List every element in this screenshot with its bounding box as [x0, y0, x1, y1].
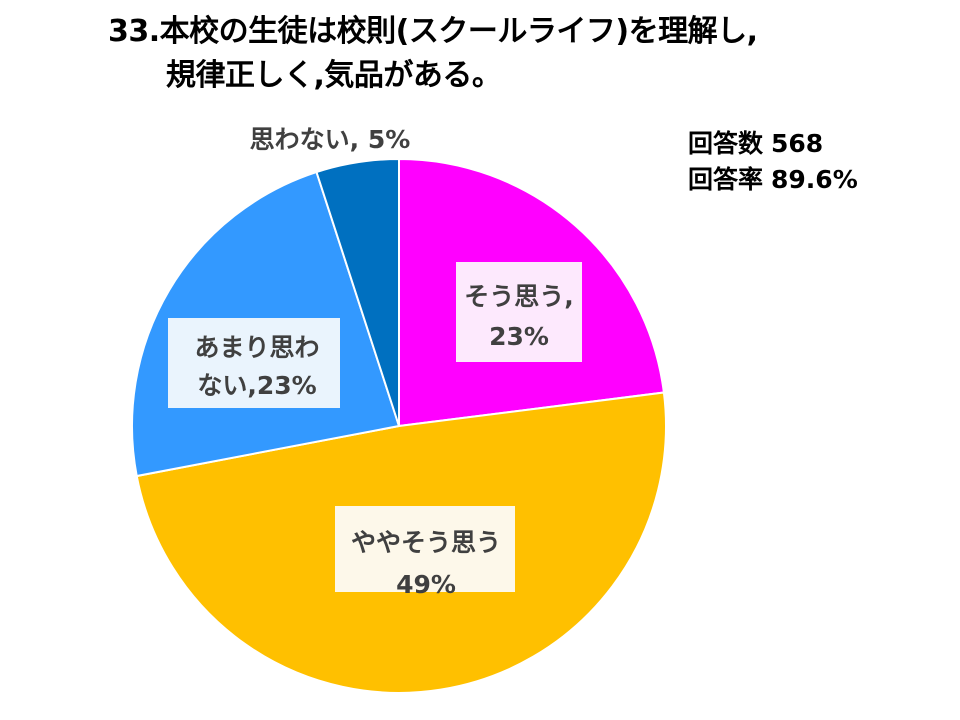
response-stats: 回答数 568 回答率 89.6% — [688, 126, 858, 198]
data-label-value-amari-omowanai: ない,23% — [197, 371, 316, 400]
data-label-box-sou-omou — [456, 262, 582, 362]
data-label-omowanai: 思わない, 5% — [250, 125, 411, 154]
chart-title-line-2: 規律正しく,気品がある。 — [166, 58, 502, 93]
data-label-sou-omou: そう思う, 23% — [456, 262, 582, 362]
data-label-text-yaya-sou-omou: ややそう思う — [351, 528, 501, 557]
chart-title: 33.本校の生徒は校則(スクールライフ)を理解し, 規律正しく,気品がある。 — [108, 10, 928, 98]
response-count: 回答数 568 — [688, 126, 858, 162]
pie-slices — [131, 157, 667, 694]
data-label-box-yaya-sou-omou — [335, 506, 515, 592]
response-count-label: 回答数 — [688, 129, 764, 158]
data-label-value-yaya-sou-omou: 49% — [396, 570, 456, 599]
data-label-value-sou-omou: 23% — [489, 322, 549, 351]
pie-slice-omowanai — [315, 157, 400, 427]
response-rate: 回答率 89.6% — [688, 162, 858, 198]
response-rate-value: 89.6% — [771, 165, 858, 194]
data-label-box-amari-omowanai — [168, 318, 340, 408]
data-label-text-sou-omou: そう思う, — [464, 282, 574, 311]
response-rate-label: 回答率 — [688, 165, 764, 194]
data-label-yaya-sou-omou: ややそう思う 49% — [335, 506, 515, 599]
data-label-text-amari-omowanai: あまり思わ — [194, 333, 319, 362]
data-label-text-omowanai: 思わない, 5% — [250, 125, 411, 154]
chart-title-line-1: 33.本校の生徒は校則(スクールライフ)を理解し, — [108, 14, 758, 49]
response-count-value: 568 — [771, 129, 824, 158]
